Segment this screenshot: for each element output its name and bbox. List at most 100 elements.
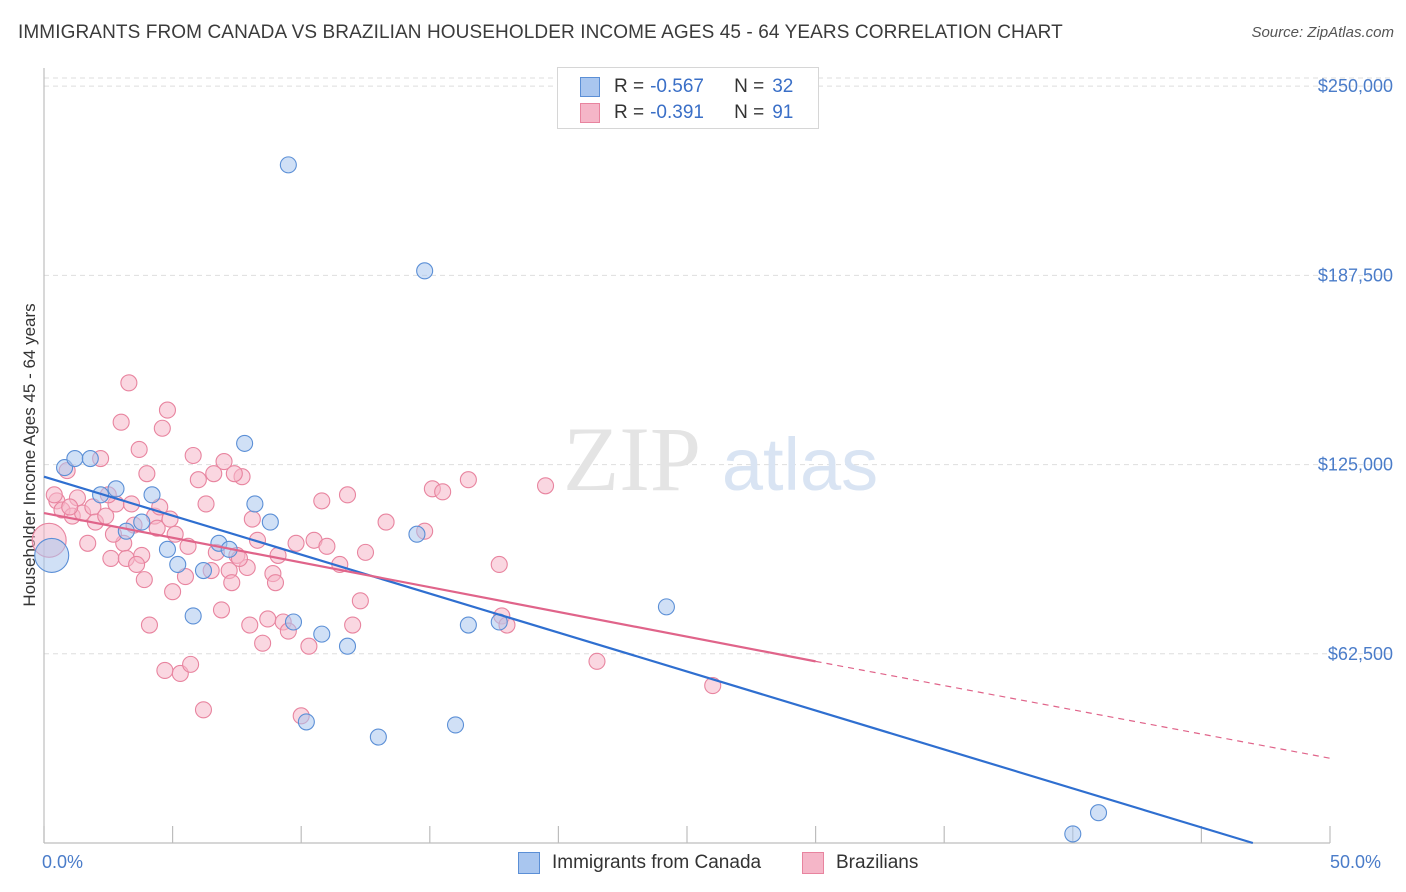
data-point bbox=[176, 568, 195, 586]
legend-item-brazilians: Brazilians bbox=[802, 852, 918, 874]
trend-extension-brazilians bbox=[815, 660, 1331, 759]
data-point bbox=[133, 513, 151, 531]
data-point bbox=[140, 616, 159, 634]
data-point bbox=[377, 513, 395, 531]
data-point bbox=[189, 471, 207, 489]
data-point bbox=[225, 465, 243, 483]
data-point bbox=[130, 440, 148, 458]
data-point bbox=[194, 561, 213, 580]
data-point bbox=[164, 583, 182, 601]
trend-line-brazilians bbox=[43, 511, 816, 663]
data-point bbox=[313, 492, 331, 510]
data-point bbox=[536, 477, 555, 495]
data-point bbox=[153, 419, 171, 437]
stats-legend: R = -0.567 N = 32 R = -0.391 N = 91 bbox=[557, 67, 819, 129]
data-point bbox=[34, 537, 70, 573]
legend-r-value: -0.567 bbox=[650, 76, 704, 97]
data-point bbox=[287, 534, 305, 552]
data-point bbox=[300, 637, 318, 655]
data-point bbox=[490, 555, 508, 574]
data-point bbox=[148, 519, 166, 537]
data-point bbox=[184, 446, 202, 465]
data-point bbox=[205, 465, 223, 483]
data-point bbox=[79, 534, 97, 552]
data-point bbox=[102, 549, 120, 567]
data-point bbox=[194, 701, 213, 719]
legend-label-canada: Immigrants from Canada bbox=[552, 852, 762, 873]
data-point bbox=[434, 483, 452, 501]
data-point bbox=[459, 471, 477, 489]
data-point bbox=[66, 449, 84, 468]
data-point bbox=[120, 374, 138, 392]
data-point bbox=[169, 555, 187, 574]
data-point bbox=[138, 465, 156, 483]
legend-r-value: -0.391 bbox=[650, 102, 704, 123]
data-point bbox=[356, 543, 375, 561]
data-point bbox=[223, 574, 241, 592]
data-point bbox=[318, 537, 336, 555]
legend-label-brazilians: Brazilians bbox=[836, 852, 919, 873]
legend-r-label: R = bbox=[614, 76, 645, 97]
data-point bbox=[588, 652, 606, 670]
data-point bbox=[446, 716, 465, 734]
data-point bbox=[197, 495, 215, 513]
legend-swatch-brazilians bbox=[802, 852, 824, 874]
data-point bbox=[158, 401, 177, 419]
legend-n-label: N = bbox=[734, 102, 765, 123]
data-point bbox=[416, 262, 434, 280]
data-point bbox=[135, 571, 153, 589]
data-point bbox=[459, 616, 477, 634]
data-point bbox=[243, 510, 261, 528]
watermark: ZIP atlas bbox=[563, 408, 878, 510]
data-point bbox=[184, 607, 202, 625]
watermark-atlas: atlas bbox=[722, 423, 878, 506]
data-point bbox=[297, 713, 315, 731]
data-point bbox=[266, 574, 285, 592]
data-point bbox=[45, 486, 63, 504]
chart-title: IMMIGRANTS FROM CANADA VS BRAZILIAN HOUS… bbox=[18, 22, 1063, 43]
data-point bbox=[212, 601, 231, 619]
legend-item-canada: Immigrants from Canada bbox=[518, 852, 761, 874]
legend-row-canada: R = -0.567 N = 32 bbox=[580, 75, 793, 99]
data-point bbox=[338, 637, 357, 655]
canada-points bbox=[34, 156, 1108, 843]
data-point bbox=[215, 453, 233, 471]
data-point bbox=[246, 495, 264, 513]
data-point bbox=[369, 728, 387, 746]
trend-line-canada bbox=[43, 475, 1254, 845]
legend-n-value: 91 bbox=[772, 102, 794, 123]
x-tick-label-min: 0.0% bbox=[42, 852, 84, 872]
legend-n-label: N = bbox=[734, 76, 765, 97]
y-tick-label: $62,500 bbox=[1328, 644, 1393, 664]
data-point bbox=[279, 156, 297, 174]
data-point bbox=[117, 522, 135, 540]
data-point bbox=[261, 513, 279, 531]
data-point bbox=[657, 598, 675, 616]
data-point bbox=[254, 634, 272, 652]
data-point bbox=[182, 655, 200, 673]
data-point bbox=[284, 613, 303, 631]
data-point bbox=[241, 616, 259, 634]
data-point bbox=[236, 434, 254, 452]
legend-swatch-canada bbox=[518, 852, 540, 874]
legend-swatch-brazilians bbox=[580, 103, 600, 123]
data-point bbox=[344, 616, 362, 634]
data-point bbox=[1064, 825, 1082, 843]
source-label: Source: ZipAtlas.com bbox=[1251, 24, 1394, 41]
legend-swatch-canada bbox=[580, 77, 600, 97]
data-point bbox=[81, 449, 99, 468]
y-tick-label: $187,500 bbox=[1318, 265, 1393, 285]
legend-row-brazilians: R = -0.391 N = 91 bbox=[580, 101, 793, 125]
data-point bbox=[156, 661, 174, 679]
data-point bbox=[128, 555, 146, 574]
series-legend: Immigrants from Canada Brazilians bbox=[0, 852, 1406, 878]
y-tick-label: $250,000 bbox=[1318, 76, 1393, 96]
axes bbox=[43, 68, 1331, 844]
y-tick-labels: $62,500 $125,000 $187,500 $250,000 bbox=[1318, 76, 1393, 664]
data-point bbox=[61, 498, 79, 516]
data-point bbox=[1089, 804, 1108, 822]
legend-n-value: 32 bbox=[772, 76, 794, 97]
data-point bbox=[313, 625, 331, 643]
x-tick-label-max: 50.0% bbox=[1330, 852, 1382, 872]
